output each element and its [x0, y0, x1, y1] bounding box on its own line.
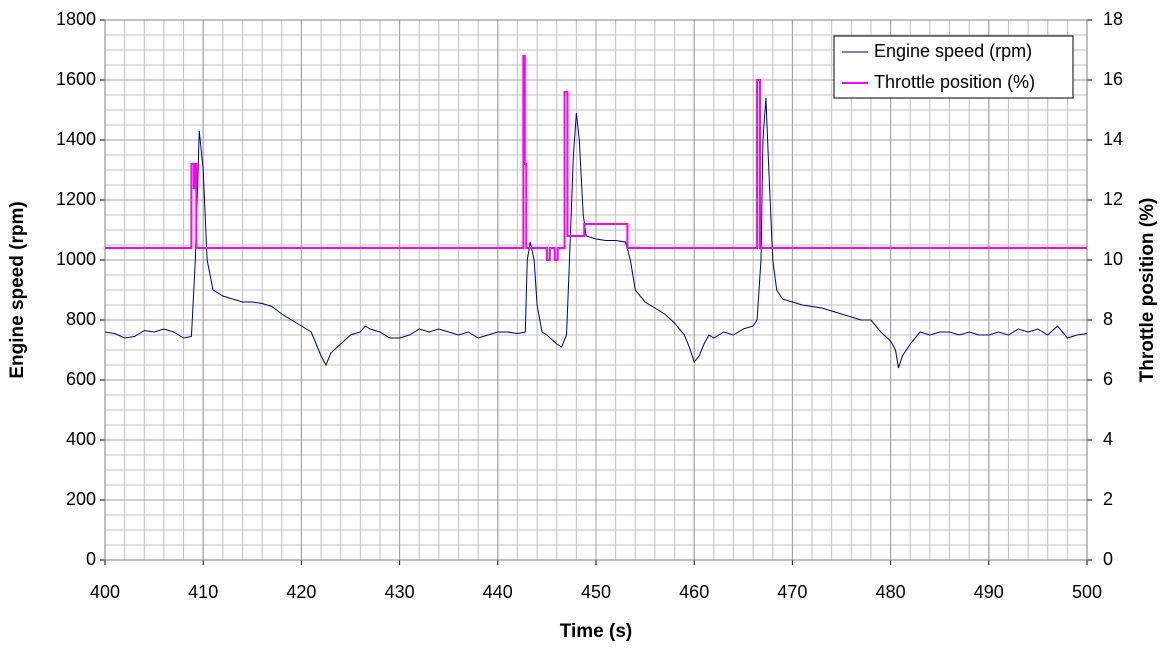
x-tick-label: 470	[777, 582, 807, 602]
x-tick-label: 400	[90, 582, 120, 602]
y-tick-label: 400	[66, 429, 96, 449]
x-tick-label: 430	[385, 582, 415, 602]
y-tick-label: 600	[66, 369, 96, 389]
x-tick-label: 480	[876, 582, 906, 602]
y2-tick-label: 14	[1103, 129, 1123, 149]
y2-tick-label: 10	[1103, 249, 1123, 269]
y2-axis-title: Throttle position (%)	[1137, 198, 1158, 383]
y-axis-title: Engine speed (rpm)	[7, 201, 28, 378]
series-line	[104, 97, 1088, 369]
legend-label: Throttle position (%)	[874, 72, 1035, 92]
y2-tick-label: 8	[1103, 309, 1113, 329]
y-tick-label: 1200	[56, 189, 96, 209]
x-tick-label: 410	[188, 582, 218, 602]
y-tick-label: 800	[66, 309, 96, 329]
y2-tick-label: 4	[1103, 429, 1113, 449]
y2-tick-label: 6	[1103, 369, 1113, 389]
x-tick-label: 450	[581, 582, 611, 602]
y2-tick-label: 0	[1103, 549, 1113, 569]
plot-border	[104, 19, 1088, 561]
y-tick-label: 1600	[56, 69, 96, 89]
y2-tick-label: 2	[1103, 489, 1113, 509]
x-tick-label: 500	[1072, 582, 1102, 602]
y2-tick-label: 18	[1103, 9, 1123, 29]
y-tick-label: 1400	[56, 129, 96, 149]
x-tick-label: 440	[483, 582, 513, 602]
y-tick-label: 0	[86, 549, 96, 569]
legend-label: Engine speed (rpm)	[874, 41, 1032, 61]
y2-tick-label: 12	[1103, 189, 1123, 209]
y2-tick-label: 16	[1103, 69, 1123, 89]
series-line	[105, 55, 1087, 261]
x-tick-label: 420	[286, 582, 316, 602]
x-tick-label: 460	[679, 582, 709, 602]
y-tick-label: 1000	[56, 249, 96, 269]
legend-box	[833, 35, 1074, 99]
y-tick-label: 200	[66, 489, 96, 509]
x-tick-label: 490	[974, 582, 1004, 602]
x-axis-title: Time (s)	[560, 621, 633, 642]
y-tick-label: 1800	[56, 9, 96, 29]
